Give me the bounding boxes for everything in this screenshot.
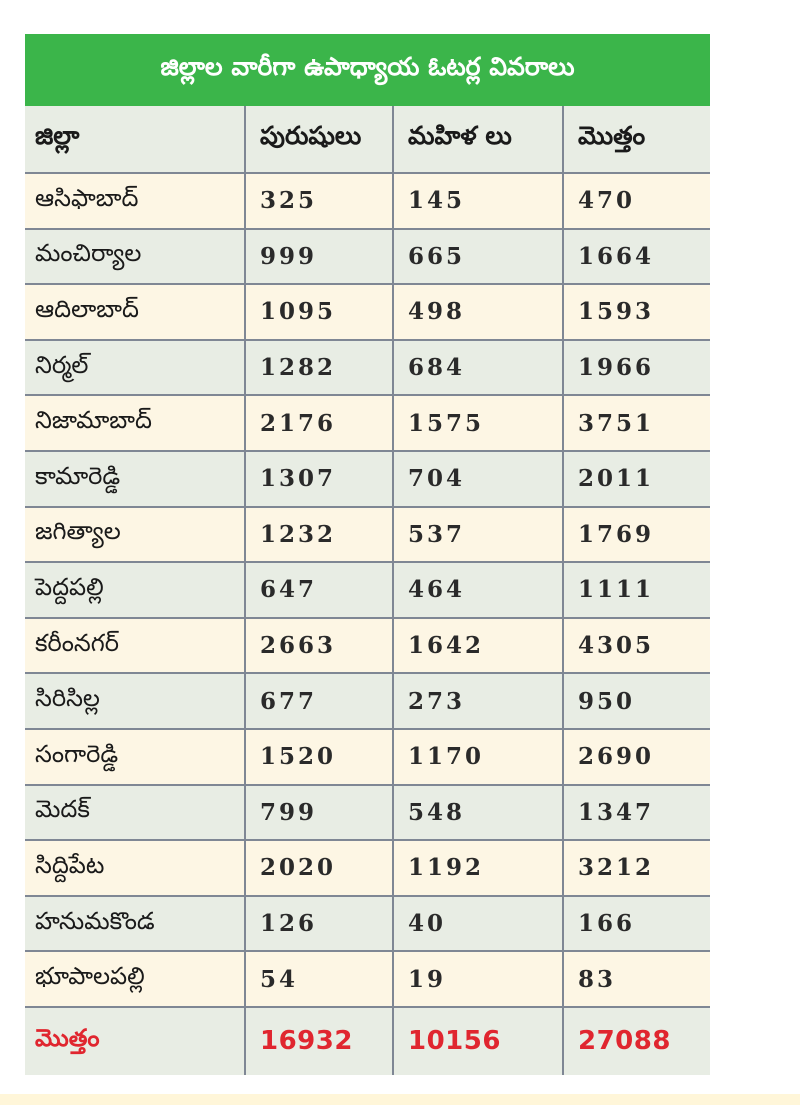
- total-cell: 3751: [562, 395, 710, 452]
- district-cell: మెదక్: [25, 784, 245, 842]
- men-cell: 1520: [244, 728, 393, 786]
- women-cell: 665: [392, 228, 563, 286]
- men-cell: 2176: [244, 395, 393, 452]
- total-cell: 3212: [562, 840, 710, 897]
- women-cell: 464: [392, 562, 563, 619]
- district-cell: నిజామాబాద్: [25, 395, 245, 452]
- header-men: పురుషులు: [244, 106, 393, 174]
- men-cell: 126: [244, 895, 393, 953]
- total-label: మొత్తం: [25, 1006, 245, 1075]
- total-cell: 166: [562, 895, 710, 953]
- header-women: మహిళ లు: [392, 106, 563, 174]
- cropped-top-text: [22, 0, 462, 10]
- total-cell: 470: [562, 173, 710, 230]
- table-row: హనుమకొండ 126 40 166: [25, 895, 710, 953]
- district-cell: పెద్దపల్లి: [25, 562, 245, 619]
- table-row: జగిత్యాల 1232 537 1769: [25, 506, 710, 564]
- district-cell: నిర్మల్: [25, 339, 245, 397]
- table-row: ఆసిఫాబాద్ 325 145 470: [25, 173, 710, 230]
- header-district: జిల్లా: [25, 106, 245, 174]
- men-cell: 2663: [244, 617, 393, 675]
- total-cell: 2011: [562, 450, 710, 508]
- total-cell: 1664: [562, 228, 710, 286]
- men-cell: 647: [244, 562, 393, 619]
- district-cell: ఆదిలాబాద్: [25, 284, 245, 341]
- men-cell: 1307: [244, 450, 393, 508]
- men-cell: 325: [244, 173, 393, 230]
- total-cell: 1593: [562, 284, 710, 341]
- district-cell: సిరిసిల్ల: [25, 673, 245, 730]
- table-row: కామారెడ్డి 1307 704 2011: [25, 450, 710, 508]
- district-cell: కామారెడ్డి: [25, 450, 245, 508]
- table-row: పెద్దపల్లి 647 464 1111: [25, 562, 710, 619]
- table-row: నిర్మల్ 1282 684 1966: [25, 339, 710, 397]
- table-row: సిద్దిపేట 2020 1192 3212: [25, 840, 710, 897]
- total-cell: 83: [562, 951, 710, 1008]
- women-cell: 1575: [392, 395, 563, 452]
- district-cell: ఆసిఫాబాద్: [25, 173, 245, 230]
- total-cell: 1347: [562, 784, 710, 842]
- district-cell: కరీంనగర్: [25, 617, 245, 675]
- men-cell: 1282: [244, 339, 393, 397]
- district-cell: జగిత్యాల: [25, 506, 245, 564]
- bottom-strip: [0, 1094, 800, 1105]
- men-cell: 1095: [244, 284, 393, 341]
- men-total: 16932: [244, 1006, 393, 1075]
- table-row: సంగారెడ్డి 1520 1170 2690: [25, 728, 710, 786]
- women-cell: 145: [392, 173, 563, 230]
- men-cell: 1232: [244, 506, 393, 564]
- table-title: జిల్లాల వారీగా ఉపాధ్యాయ ఓటర్ల వివరాలు: [25, 34, 710, 106]
- women-cell: 40: [392, 895, 563, 953]
- women-total: 10156: [392, 1006, 563, 1075]
- total-cell: 1769: [562, 506, 710, 564]
- district-cell: సంగారెడ్డి: [25, 728, 245, 786]
- women-cell: 19: [392, 951, 563, 1008]
- table-row: భూపాలపల్లి 54 19 83: [25, 951, 710, 1008]
- district-cell: సిద్దిపేట: [25, 840, 245, 897]
- total-cell: 4305: [562, 617, 710, 675]
- women-cell: 1642: [392, 617, 563, 675]
- women-cell: 273: [392, 673, 563, 730]
- table-row: సిరిసిల్ల 677 273 950: [25, 673, 710, 730]
- women-cell: 498: [392, 284, 563, 341]
- men-cell: 54: [244, 951, 393, 1008]
- total-cell: 2690: [562, 728, 710, 786]
- women-cell: 1170: [392, 728, 563, 786]
- table-row: మంచిర్యాల 999 665 1664: [25, 228, 710, 286]
- men-cell: 799: [244, 784, 393, 842]
- women-cell: 537: [392, 506, 563, 564]
- men-cell: 2020: [244, 840, 393, 897]
- total-row: మొత్తం 16932 10156 27088: [25, 1006, 710, 1075]
- header-total: మొత్తం: [562, 106, 710, 174]
- total-cell: 1966: [562, 339, 710, 397]
- district-cell: హనుమకొండ: [25, 895, 245, 953]
- women-cell: 684: [392, 339, 563, 397]
- district-cell: భూపాలపల్లి: [25, 951, 245, 1008]
- women-cell: 548: [392, 784, 563, 842]
- total-total: 27088: [562, 1006, 710, 1075]
- women-cell: 1192: [392, 840, 563, 897]
- voter-table-card: జిల్లాల వారీగా ఉపాధ్యాయ ఓటర్ల వివరాలు జి…: [25, 34, 710, 1075]
- men-cell: 999: [244, 228, 393, 286]
- table-row: నిజామాబాద్ 2176 1575 3751: [25, 395, 710, 452]
- voter-table: జిల్లా పురుషులు మహిళ లు మొత్తం ఆసిఫాబాద్…: [25, 106, 710, 1075]
- table-header-row: జిల్లా పురుషులు మహిళ లు మొత్తం: [25, 106, 710, 174]
- table-row: ఆదిలాబాద్ 1095 498 1593: [25, 284, 710, 341]
- total-cell: 1111: [562, 562, 710, 619]
- total-cell: 950: [562, 673, 710, 730]
- table-row: మెదక్ 799 548 1347: [25, 784, 710, 842]
- women-cell: 704: [392, 450, 563, 508]
- district-cell: మంచిర్యాల: [25, 228, 245, 286]
- table-row: కరీంనగర్ 2663 1642 4305: [25, 617, 710, 675]
- men-cell: 677: [244, 673, 393, 730]
